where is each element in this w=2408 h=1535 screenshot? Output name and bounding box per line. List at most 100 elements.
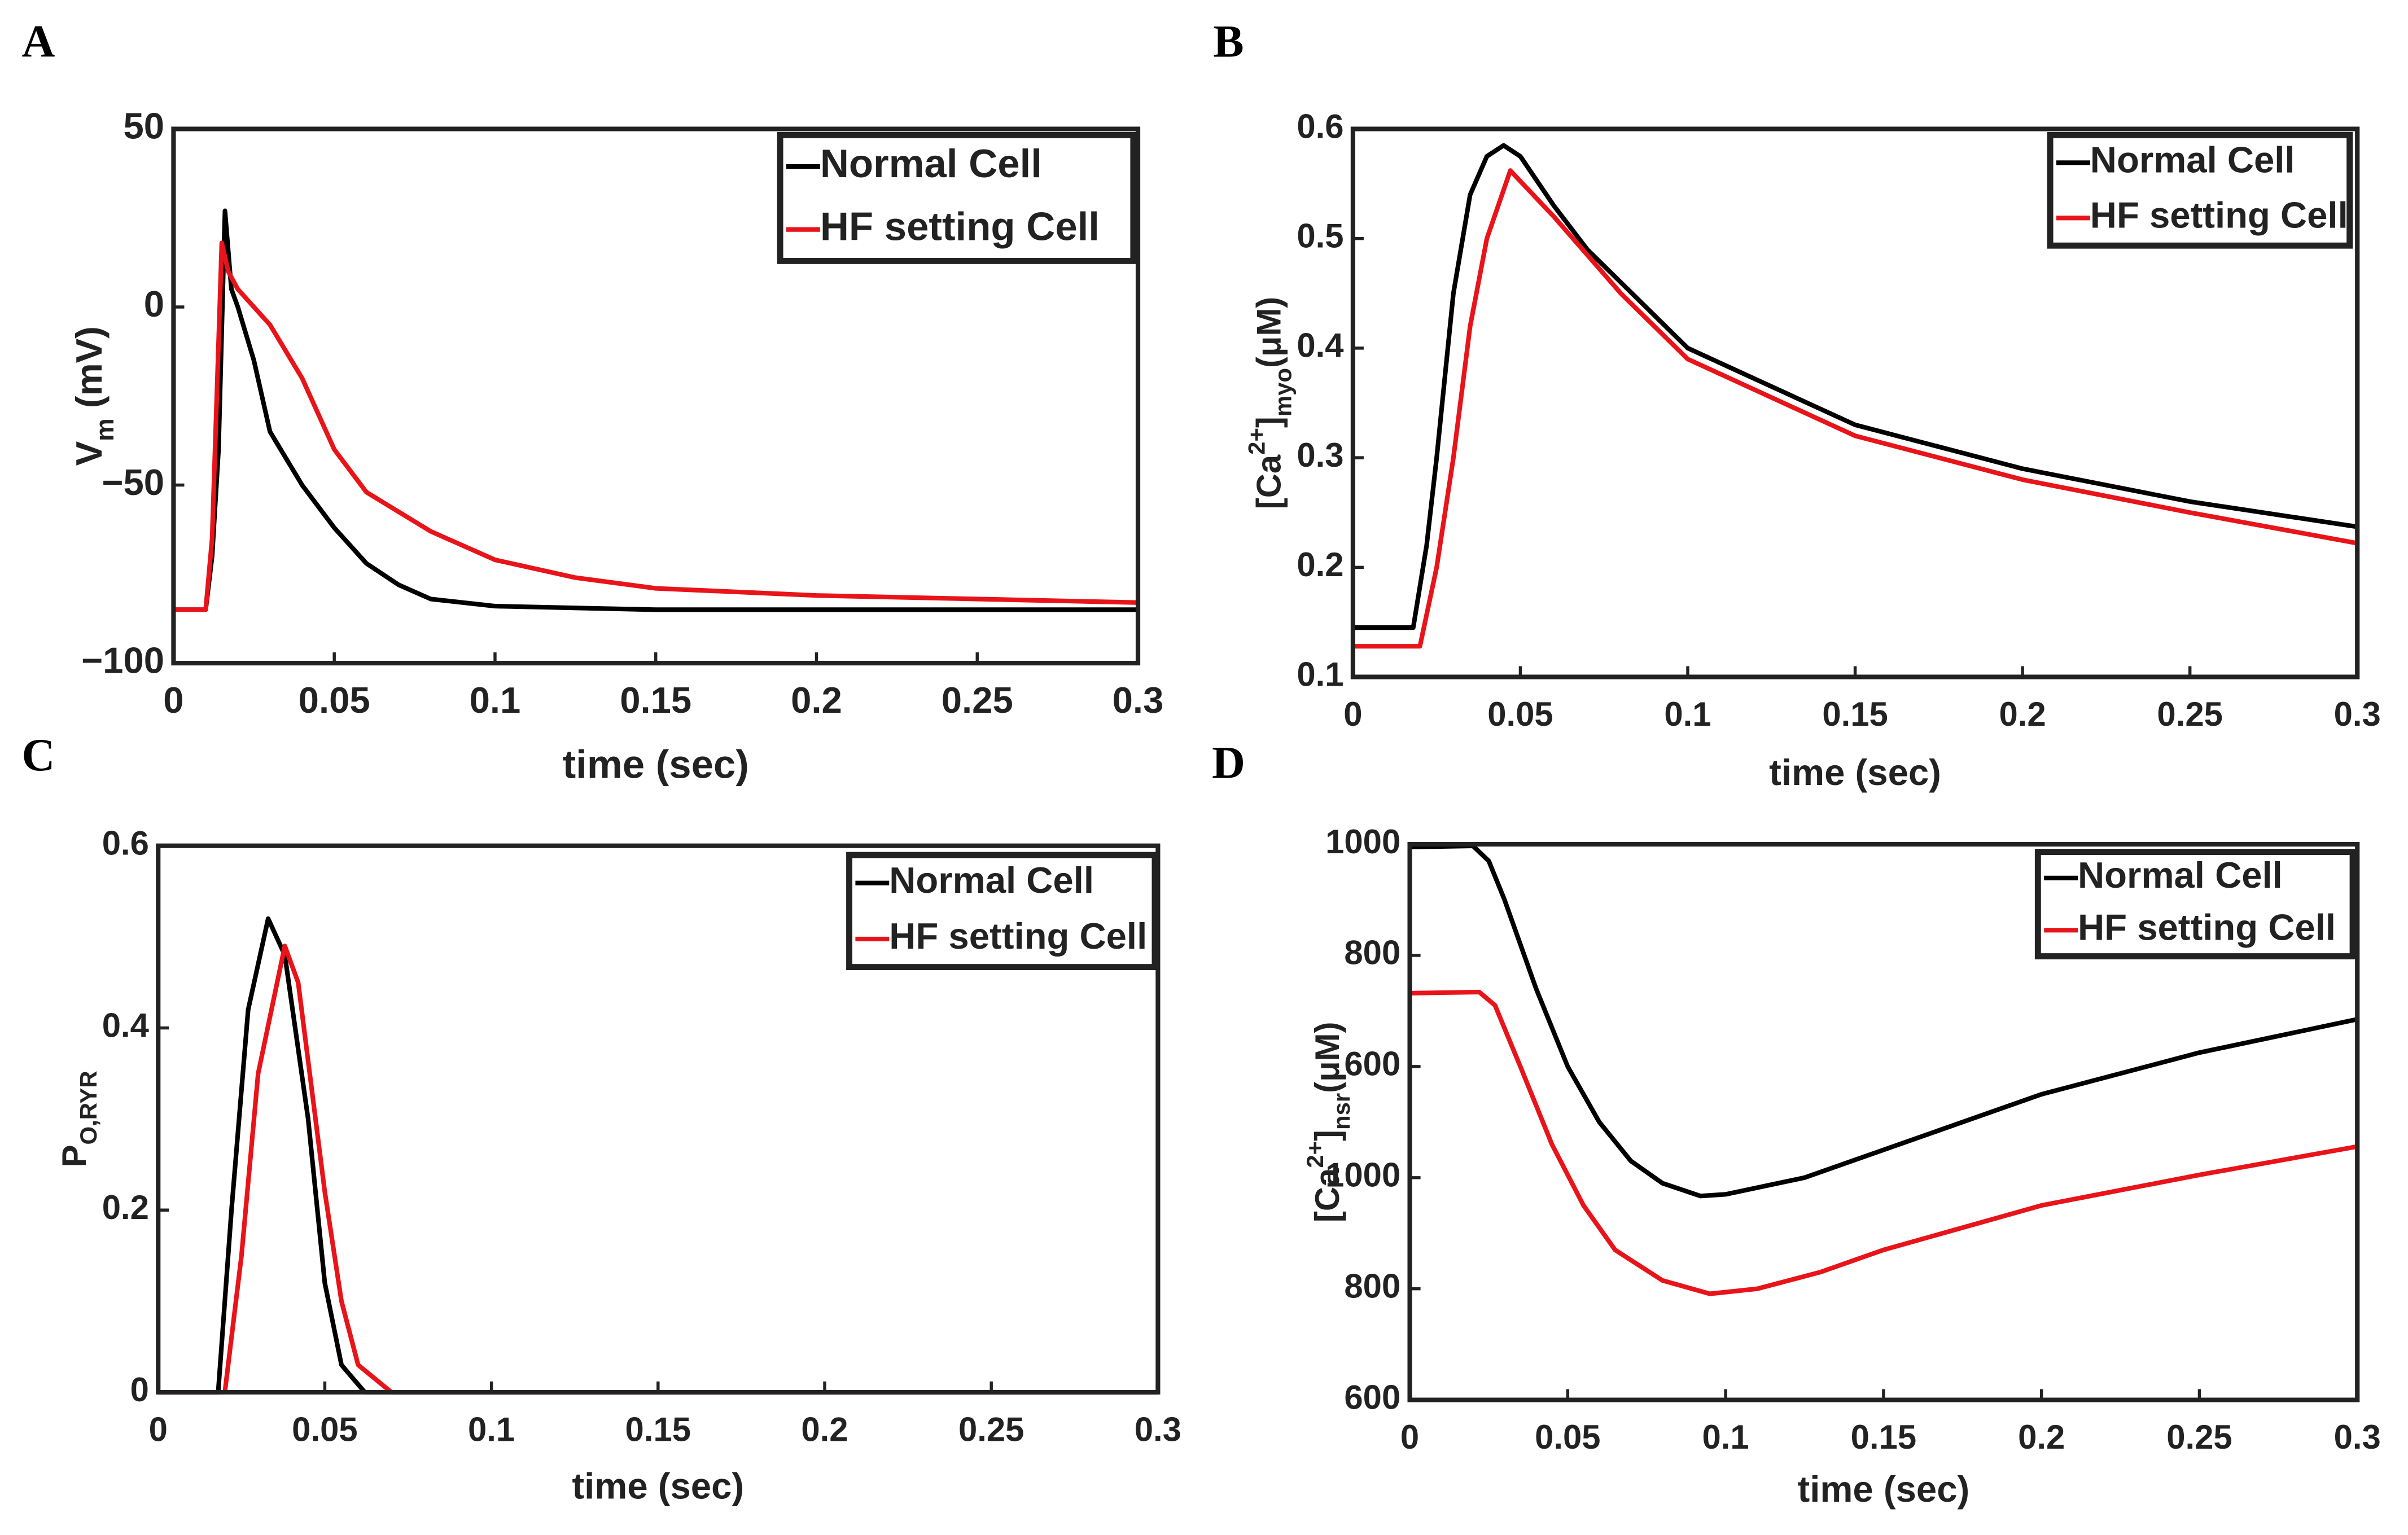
y-tick-label: 0.6 (1297, 107, 1343, 145)
x-axis-label: time (sec) (572, 1466, 744, 1507)
y-label-part: 2+ (1302, 1141, 1328, 1168)
y-axis-label: [Ca2+]myo(μM) (1243, 297, 1296, 509)
x-tick-label: 0.15 (1851, 1418, 1916, 1456)
subplot: D 0 0.05 0.1 0.15 0.2 0.25 0.3 600 800 1000 600 800 1… (1212, 737, 2381, 1510)
x-tick-label: 0.25 (942, 679, 1013, 721)
y-tick-label: 800 (1344, 1268, 1400, 1305)
x-tick-label: 0.3 (1113, 679, 1164, 721)
x-tick-label: 0.2 (791, 679, 842, 721)
x-tick-label: 0 (149, 1411, 168, 1449)
panel-label: D (1212, 737, 1245, 788)
x-tick-label: 0.1 (468, 1411, 515, 1449)
y-tick-label: −50 (102, 462, 164, 503)
y-label-part: (mV) (68, 326, 110, 418)
y-label-part: (μM) (1308, 1022, 1346, 1093)
legend-box (846, 852, 1158, 971)
x-tick-label: 0.05 (292, 1411, 357, 1449)
y-label-part: [Ca (1308, 1168, 1346, 1222)
x-tick-label: 0 (1400, 1418, 1419, 1456)
x-tick-label: 0.15 (1822, 695, 1888, 733)
legend-label: HF setting Cell (889, 915, 1147, 957)
panel-label: C (22, 729, 55, 780)
x-tick-label: 0.25 (2157, 695, 2222, 733)
y-axis-label: Vm (mV) (68, 326, 119, 466)
subplot: A 0 0.05 0.1 0.15 0.2 0.25 0.3 −100 −50 0 50 time (s… (22, 15, 1164, 786)
y-tick-label: 0.4 (1297, 327, 1343, 365)
legend-box (777, 131, 1137, 264)
legend-box (2047, 131, 2353, 249)
panel-label: B (1213, 15, 1244, 67)
data-line (1352, 168, 2358, 649)
y-tick-label: 1000 (1325, 823, 1400, 861)
y-label-part: [Ca (1250, 454, 1288, 509)
y-tick-label: 800 (1344, 934, 1400, 972)
x-tick-label: 0 (163, 679, 183, 721)
data-line (158, 916, 1158, 1395)
legend-label: Normal Cell (2090, 139, 2295, 181)
x-tick-label: 0.25 (958, 1411, 1024, 1449)
y-label-part: ] (1250, 416, 1288, 428)
x-tick-label: 0.15 (620, 679, 691, 721)
data-line (1409, 843, 2358, 1199)
x-axis-label: time (sec) (563, 742, 749, 787)
legend-label: HF setting Cell (2078, 907, 2336, 948)
data-line (173, 240, 1139, 612)
x-axis-label: time (sec) (1798, 1468, 1970, 1510)
data-line (158, 944, 1158, 1395)
y-tick-label: 0.1 (1297, 655, 1343, 693)
y-label-part: nsr (1328, 1093, 1355, 1130)
panel-label: A (22, 15, 55, 67)
y-tick-label: 0.4 (102, 1006, 149, 1044)
legend-label: HF setting Cell (820, 204, 1100, 248)
y-axis-label: [Ca2+]nsr(μM) (1302, 1022, 1355, 1223)
y-tick-label: 0.2 (1297, 546, 1343, 584)
subplot: B 0 0.05 0.1 0.15 0.2 0.25 0.3 0.1 0.2 0.3 0.4 0.5 0.… (1213, 15, 2381, 793)
x-tick-label: 0.05 (1535, 1418, 1600, 1456)
legend-label: Normal Cell (820, 141, 1042, 186)
y-tick-label: 0 (144, 283, 164, 324)
x-tick-label: 0.2 (2018, 1418, 2065, 1456)
y-label-part: ] (1308, 1130, 1346, 1141)
y-tick-label: 0.5 (1297, 217, 1343, 255)
legend-label: Normal Cell (889, 859, 1094, 901)
y-tick-label: 50 (123, 106, 164, 147)
x-tick-label: 0.3 (2334, 1418, 2381, 1456)
x-tick-label: 0.2 (801, 1411, 848, 1449)
y-axis-label: PO,RYR (55, 1071, 102, 1167)
x-tick-label: 0.2 (1999, 695, 2046, 733)
x-axis-label: time (sec) (1769, 752, 1941, 793)
y-tick-label: 0 (130, 1371, 149, 1409)
y-label-part: P (55, 1144, 93, 1167)
y-tick-label: 1000 (1325, 1156, 1400, 1194)
data-line (1352, 143, 2358, 630)
y-tick-label: 600 (1344, 1378, 1400, 1416)
x-tick-label: 0.15 (625, 1411, 691, 1449)
x-tick-label: 0.1 (1664, 695, 1711, 733)
legend-label: Normal Cell (2078, 854, 2283, 896)
x-tick-label: 0.05 (299, 679, 370, 721)
y-tick-label: 0.6 (102, 824, 149, 862)
data-line (1409, 989, 2358, 1296)
x-tick-label: 0.1 (470, 679, 521, 721)
subplot: C 0 0.05 0.1 0.15 0.2 0.25 0.3 0 0.2 0.4 0.6 time (s… (22, 729, 1181, 1507)
x-tick-label: 0.05 (1487, 695, 1553, 733)
data-line (173, 208, 1139, 612)
y-label-part: m (90, 418, 119, 441)
x-tick-label: 0.25 (2166, 1418, 2232, 1456)
x-tick-label: 0.3 (1135, 1411, 1181, 1449)
x-tick-label: 0.3 (2334, 695, 2381, 733)
y-tick-label: −100 (81, 639, 164, 681)
legend-label: HF setting Cell (2090, 194, 2348, 235)
y-label-part: myo (1269, 368, 1296, 416)
y-tick-label: 600 (1344, 1045, 1400, 1083)
y-label-part: (μM) (1250, 297, 1288, 368)
y-label-part: 2+ (1243, 428, 1269, 455)
y-label-part: O,RYR (75, 1071, 102, 1144)
y-tick-label: 0.2 (102, 1188, 149, 1226)
x-tick-label: 0.1 (1702, 1418, 1749, 1456)
y-label-part: V (68, 441, 110, 466)
x-tick-label: 0 (1343, 695, 1362, 733)
y-tick-label: 0.3 (1297, 436, 1343, 474)
